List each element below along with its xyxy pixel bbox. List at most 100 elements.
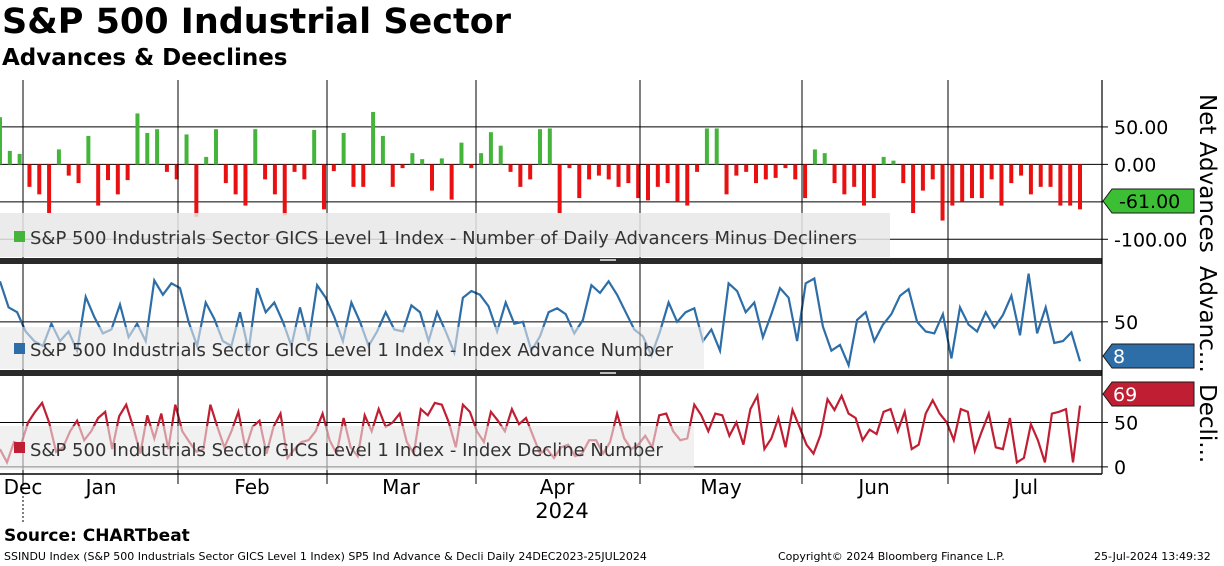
net-bar [351,164,356,187]
net-bar [233,164,238,195]
x-month-label: Jan [84,475,117,499]
advance-axis-title: Advanc... [1194,266,1220,373]
net-bar [312,129,317,165]
net-bar [979,164,984,199]
net-bar [1078,164,1082,210]
x-month-label: Apr [540,475,575,499]
page-subtitle: Advances & Deeclines [2,45,288,71]
net-bar [1058,164,1063,206]
decline-legend-box [0,426,694,470]
net-bar [115,164,120,195]
net-bar [56,149,61,165]
panel-divider-2[interactable] [0,370,1102,376]
net-bar [891,160,896,165]
net-bar [832,164,837,184]
net-bar [930,164,935,180]
net-bar [803,164,808,199]
net-bar [508,164,513,172]
net-bar [488,132,493,165]
net-tick-label: 50.00 [1114,117,1168,139]
decline-last-value-badge [1102,381,1195,407]
advance-tick-label: 50 [1114,312,1138,334]
net-bar [1048,164,1053,187]
net-bar [164,164,169,172]
net-bar [665,164,670,184]
net-bar [822,153,827,165]
net-bar [646,164,650,201]
x-month-label: May [700,475,742,499]
net-bar [459,142,464,165]
net-bar [518,164,523,187]
net-bar [1038,164,1043,187]
net-bar [498,145,503,165]
net-bar [331,164,336,172]
decline-tick-label: 0 [1114,457,1126,479]
divider-handle-1[interactable] [600,259,616,261]
decline-axis-title: Decli... [1194,384,1220,463]
panel-divider-1[interactable] [0,258,1102,264]
net-bar [616,164,621,187]
net-bar [7,150,12,165]
net-bar [950,164,955,206]
net-bar [145,132,150,165]
net-bar [292,164,297,172]
net-bar [606,164,611,180]
net-bar [862,164,866,206]
net-bar [999,164,1004,206]
net-bar [96,164,101,206]
net-bar [106,164,110,181]
net-bar [410,153,415,165]
net-bar [783,164,788,169]
net-tick-label: -100.00 [1114,229,1187,251]
net-bar [430,164,434,191]
net-bar [223,164,228,184]
net-bar [793,164,798,180]
footer-timestamp: 25-Jul-2024 13:49:32 [1094,550,1211,563]
net-bar [380,135,385,165]
decline-legend-text: S&P 500 Industrials Sector GICS Level 1 … [30,440,663,461]
net-tick-label: 0.00 [1114,154,1156,176]
net-bar [439,158,444,165]
net-bar [685,164,690,206]
advance-last-value: 8 [1113,346,1125,368]
decline-y-ticks: 50 0 [1102,412,1138,479]
net-bar [66,164,71,176]
net-bar [341,132,346,165]
net-bar [449,164,454,200]
divider-handle-2[interactable] [600,372,616,374]
x-axis-year: 2024 [535,499,588,523]
net-bar [1009,164,1014,184]
net-bar [960,164,965,202]
net-bar [528,164,533,180]
net-bar [881,156,886,165]
net-bar [724,164,729,195]
net-bar [243,164,248,206]
advance-legend-swatch [14,343,25,354]
decline-last-value: 69 [1113,384,1137,406]
advance-legend-box [0,327,704,369]
net-bar [734,164,739,176]
advance-y-ticks: 50 [1102,312,1138,334]
advance-legend-text: S&P 500 Industrials Sector GICS Level 1 … [30,340,673,361]
footer-copyright: Copyright© 2024 Bloomberg Finance L.P. [778,550,1005,563]
net-bar [420,159,425,165]
net-bar [302,164,307,180]
x-month-label: Feb [234,475,269,499]
net-bar [272,164,277,195]
net-bar [744,164,749,172]
x-month-label: Jun [856,475,889,499]
net-bar [577,164,582,199]
net-last-value-badge [1102,188,1195,214]
net-axis-title: Net Advances [1194,94,1220,253]
net-bar [547,128,552,165]
net-bar [911,164,916,214]
x-month-label: Mar [382,475,421,499]
net-bar [184,134,189,165]
net-bar [871,164,876,199]
net-bar [174,164,179,180]
net-bar [204,156,209,165]
net-bar [557,164,562,214]
net-bar [0,117,2,165]
net-bar [194,164,199,217]
